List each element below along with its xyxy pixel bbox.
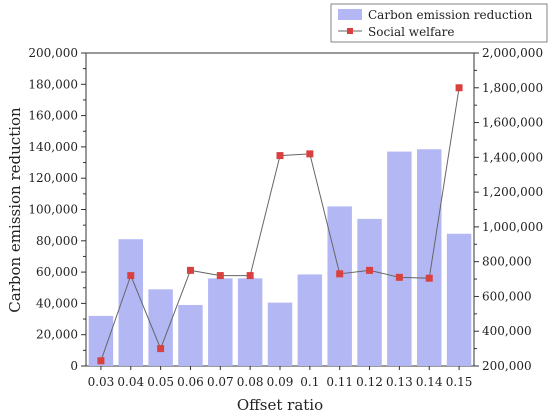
y2-tick-label-1,000,000: 1,000,000 [482, 220, 543, 234]
x-tick-label-0.11: 0.11 [326, 375, 353, 389]
bar-0.15 [446, 233, 472, 366]
welfare-point-0.04 [127, 272, 135, 280]
y-tick-label-20,000: 20,000 [36, 328, 78, 342]
line-layer [97, 84, 463, 365]
x-tick-label-0.08: 0.08 [237, 375, 264, 389]
y-tick-label-180,000: 180,000 [28, 77, 78, 91]
y2-tick-label-1,800,000: 1,800,000 [482, 81, 543, 95]
left-axis: 0 20,000 40,000 60,000 80,000 100,000 120,000 1… [28, 46, 86, 373]
x-tick-label-0.07: 0.07 [207, 375, 234, 389]
legend: Carbon emission reduction Social welfare [330, 3, 548, 43]
x-axis: 0.03 0.04 0.05 0.06 0.07 0.08 0.09 0.1 0.11 0.12 0… [88, 366, 473, 389]
bar-0.1 [297, 274, 323, 366]
y2-tick-label-1,600,000: 1,600,000 [482, 116, 543, 130]
welfare-point-0.13 [395, 273, 403, 281]
x-tick-label-0.04: 0.04 [117, 375, 144, 389]
welfare-point-0.05 [157, 345, 165, 353]
welfare-point-0.09 [276, 152, 284, 160]
x-tick-label-0.14: 0.14 [416, 375, 443, 389]
x-tick-label-0.05: 0.05 [147, 375, 174, 389]
x-tick-label-0.09: 0.09 [267, 375, 294, 389]
bar-0.04 [118, 239, 144, 366]
welfare-point-0.08 [246, 272, 254, 280]
y2-tick-label-800,000: 800,000 [482, 255, 532, 269]
welfare-point-0.12 [366, 266, 374, 274]
bars-layer [88, 149, 472, 366]
bar-0.14 [416, 149, 442, 366]
y2-tick-label-200,000: 200,000 [482, 359, 532, 373]
right-axis: 200,000 400,000 600,000 800,000 1,000,000 1,2… [474, 46, 543, 373]
y-tick-label-100,000: 100,000 [28, 203, 78, 217]
x-axis-title: Offset ratio [237, 396, 323, 414]
bar-0.06 [178, 304, 203, 366]
welfare-point-0.07 [216, 272, 224, 280]
welfare-point-0.11 [336, 270, 344, 278]
y-tick-label-160,000: 160,000 [28, 109, 78, 123]
welfare-point-0.15 [455, 84, 463, 92]
y2-tick-label-1,200,000: 1,200,000 [482, 185, 543, 199]
welfare-point-0.14 [425, 274, 433, 282]
welfare-point-0.03 [97, 357, 105, 365]
x-tick-label-0.12: 0.12 [356, 375, 383, 389]
bar-0.13 [387, 151, 412, 366]
y2-tick-label-2,000,000: 2,000,000 [482, 46, 543, 60]
y-tick-label-0: 0 [70, 359, 78, 373]
legend-label-carbon: Carbon emission reduction [368, 8, 533, 22]
bar-0.12 [357, 218, 382, 366]
x-tick-label-0.06: 0.06 [177, 375, 204, 389]
x-tick-label-0.03: 0.03 [88, 375, 115, 389]
y-tick-label-140,000: 140,000 [28, 140, 78, 154]
y-tick-label-40,000: 40,000 [36, 296, 78, 310]
y-tick-label-120,000: 120,000 [28, 171, 78, 185]
y-axis-title: Carbon emission reduction [6, 107, 24, 313]
y2-tick-label-400,000: 400,000 [482, 324, 532, 338]
x-tick-label-0.15: 0.15 [446, 375, 473, 389]
bar-0.07 [208, 278, 233, 366]
y-tick-label-60,000: 60,000 [36, 265, 78, 279]
x-tick-label-0.1: 0.1 [300, 375, 319, 389]
welfare-point-0.06 [186, 266, 194, 274]
y-tick-label-200,000: 200,000 [28, 46, 78, 60]
bar-0.09 [267, 302, 293, 366]
welfare-point-0.1 [306, 150, 314, 158]
y-tick-label-80,000: 80,000 [36, 234, 78, 248]
legend-marker-swatch [347, 28, 353, 34]
y2-tick-label-600,000: 600,000 [482, 289, 532, 303]
legend-box [330, 3, 548, 43]
legend-bar-swatch [338, 9, 362, 20]
legend-label-welfare: Social welfare [368, 25, 454, 39]
bar-0.08 [237, 278, 263, 366]
y2-tick-label-1,400,000: 1,400,000 [482, 150, 543, 164]
x-tick-label-0.13: 0.13 [386, 375, 413, 389]
bar-0.11 [327, 206, 352, 366]
